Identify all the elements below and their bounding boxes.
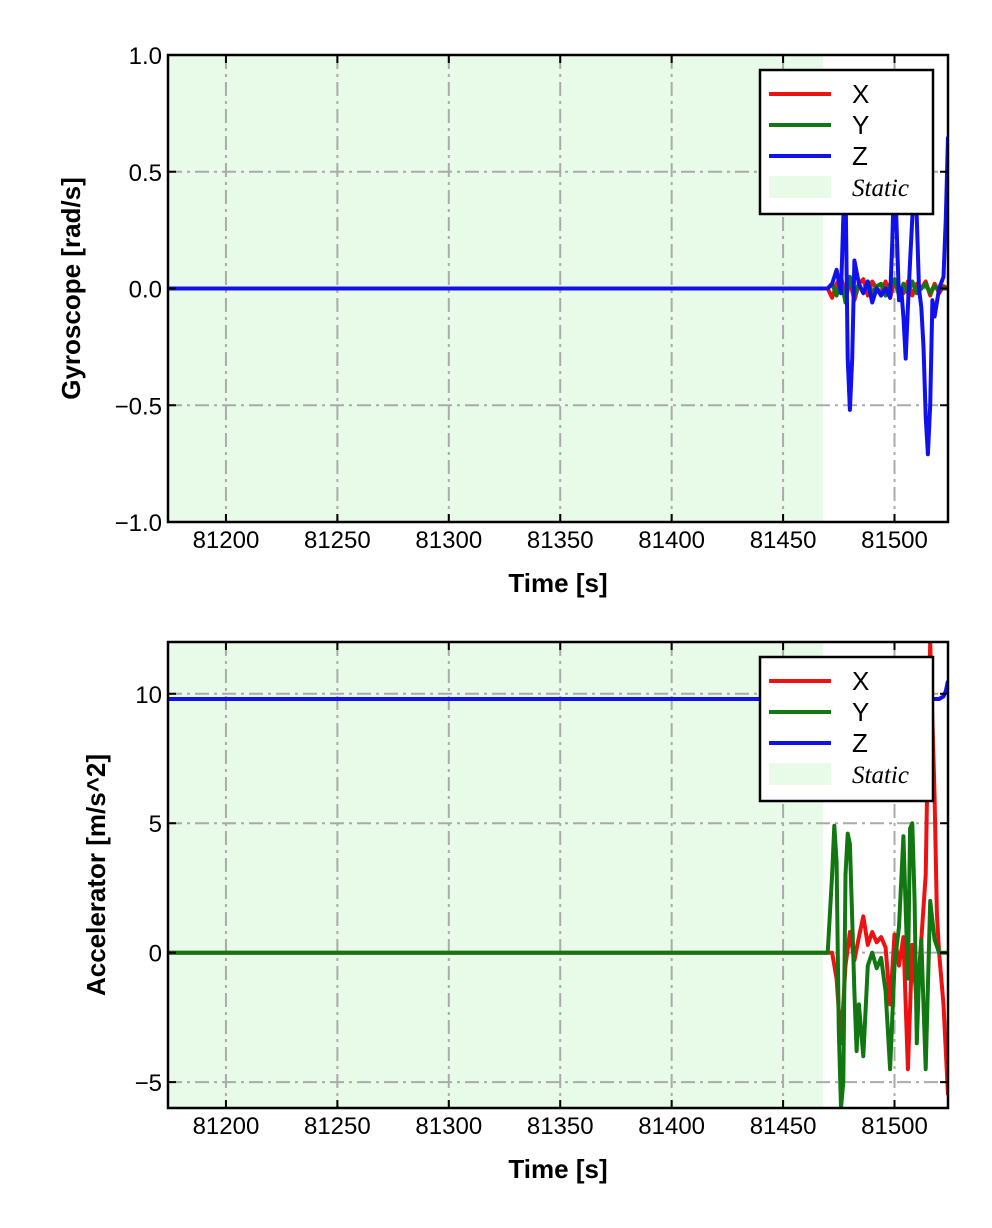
legend-label-y: Y [852, 697, 869, 727]
x-tick-label: 81300 [415, 527, 482, 554]
legend: XYZ Static [758, 68, 935, 216]
legend-label-z: Z [852, 141, 868, 171]
legend-label-static: Static [852, 762, 909, 789]
legend-swatch-static [769, 763, 831, 785]
x-tick-label: 81400 [638, 1113, 705, 1140]
x-ticks: 81200 81250 81300 81350 81400 81450 81500 [193, 55, 928, 554]
y-tick-label: 0 [149, 941, 162, 968]
legend-swatch-static [769, 176, 831, 198]
y-tick-label: −1.0 [115, 510, 162, 537]
x-ticks: 81200 81250 81300 81350 81400 81450 81500 [193, 642, 928, 1140]
x-axis-label: Time [s] [508, 1154, 607, 1184]
x-tick-label: 81300 [415, 1113, 482, 1140]
x-tick-label: 81200 [193, 527, 260, 554]
series-line-z [168, 136, 948, 457]
y-tick-label: −0.5 [115, 393, 162, 420]
x-tick-label: 81200 [193, 1113, 260, 1140]
legend-label-x: X [852, 666, 869, 696]
legend-label-static: Static [852, 175, 909, 202]
legend-label-x: X [852, 79, 869, 109]
x-tick-label: 81450 [750, 527, 817, 554]
gyroscope-chart: 81200 81250 81300 81350 81400 81450 81500 −1.0… [56, 43, 950, 598]
x-axis-label: Time [s] [508, 568, 607, 598]
y-ticks: −1.0 −0.5 0.0 0.5 1.0 [115, 43, 948, 537]
x-tick-label: 81450 [750, 1113, 817, 1140]
y-axis-label: Gyroscope [rad/s] [56, 177, 86, 400]
y-ticks: −5 0 5 10 [135, 682, 948, 1097]
y-tick-label: 10 [135, 682, 162, 709]
x-tick-label: 81500 [861, 527, 928, 554]
y-tick-label: 5 [149, 811, 162, 838]
x-tick-label: 81250 [304, 527, 371, 554]
plot-frame [166, 640, 950, 1110]
legend-label-y: Y [852, 110, 869, 140]
x-tick-label: 81350 [527, 527, 594, 554]
legend-label-z: Z [852, 728, 868, 758]
x-tick-label: 81250 [304, 1113, 371, 1140]
x-tick-label: 81400 [638, 527, 705, 554]
y-tick-label: 0.5 [129, 160, 162, 187]
legend: XYZ Static [758, 655, 935, 803]
series-lines [168, 136, 948, 457]
y-tick-label: 0.0 [129, 277, 162, 304]
x-tick-label: 81500 [861, 1113, 928, 1140]
series-line-y [168, 821, 948, 1108]
y-tick-label: −5 [135, 1070, 162, 1097]
series-line-y [168, 274, 948, 305]
y-axis-label: Accelerator [m/s^2] [81, 754, 111, 996]
static-region [168, 642, 824, 1108]
x-tick-label: 81350 [527, 1113, 594, 1140]
accelerator-chart: 81200 81250 81300 81350 81400 81450 81500 −5 0 5… [81, 640, 950, 1184]
y-tick-label: 1.0 [129, 43, 162, 70]
